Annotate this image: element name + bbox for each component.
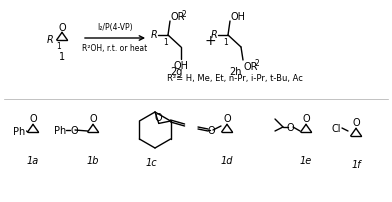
Text: 2: 2 (255, 59, 260, 68)
Text: R²OH, r.t. or heat: R²OH, r.t. or heat (82, 44, 148, 53)
Text: 1: 1 (59, 52, 65, 62)
Text: 1: 1 (163, 38, 168, 47)
Text: O: O (286, 122, 294, 132)
Text: O: O (89, 114, 97, 124)
Text: R: R (47, 35, 54, 45)
Text: 1b: 1b (87, 155, 99, 165)
Text: Ph: Ph (54, 125, 66, 135)
Text: I₂/P(4-VP): I₂/P(4-VP) (97, 23, 133, 32)
Text: O: O (155, 113, 163, 123)
Text: O: O (207, 125, 215, 135)
Text: 2g: 2g (170, 67, 182, 77)
Text: Ph: Ph (13, 126, 25, 136)
Text: 1e: 1e (300, 155, 312, 165)
Text: +: + (204, 34, 216, 48)
Text: O: O (71, 125, 79, 135)
Text: Cl: Cl (332, 123, 341, 133)
Text: O: O (58, 23, 66, 33)
Text: 2h: 2h (230, 67, 242, 77)
Text: O: O (29, 114, 37, 124)
Text: R: R (210, 30, 217, 40)
Text: 1f: 1f (351, 159, 361, 169)
Text: OR: OR (171, 12, 185, 21)
Text: OH: OH (174, 61, 189, 71)
Text: 1a: 1a (27, 155, 39, 165)
Text: 2: 2 (182, 10, 187, 19)
Text: OH: OH (231, 12, 246, 21)
Text: 1c: 1c (145, 157, 157, 167)
Text: O: O (352, 118, 360, 128)
Text: R²= H, Me, Et, n-Pr, i-Pr, t-Bu, Ac: R²= H, Me, Et, n-Pr, i-Pr, t-Bu, Ac (167, 74, 303, 83)
Text: OR: OR (244, 62, 258, 72)
Text: O: O (223, 114, 231, 124)
Text: O: O (302, 114, 310, 124)
Text: 1: 1 (223, 38, 228, 47)
Text: R: R (150, 30, 157, 40)
Text: 1: 1 (56, 42, 62, 51)
Text: 1d: 1d (221, 155, 233, 165)
